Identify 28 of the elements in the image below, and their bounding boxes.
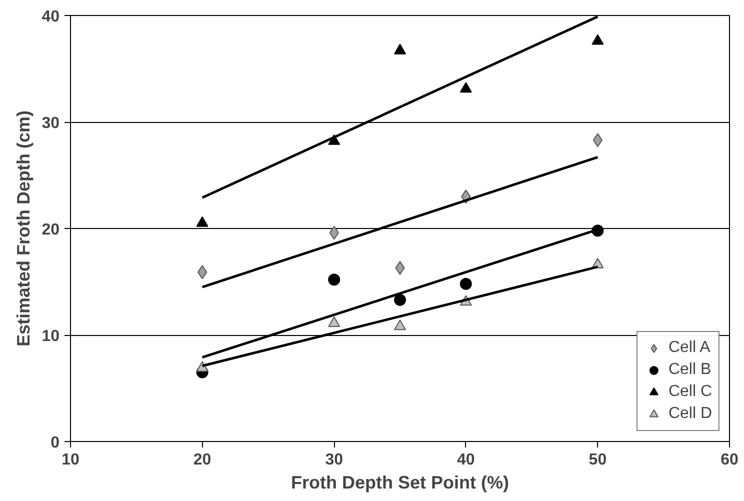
point bbox=[394, 44, 406, 54]
point bbox=[196, 216, 208, 227]
x-tick-label: 20 bbox=[193, 452, 212, 468]
y-tick-label: 10 bbox=[42, 328, 60, 345]
point bbox=[394, 320, 406, 330]
x-tick-label: 60 bbox=[720, 452, 738, 468]
x-axis-title: Froth Depth Set Point (%) bbox=[291, 472, 509, 492]
y-tick-label: 30 bbox=[42, 115, 60, 132]
x-tick-label: 50 bbox=[588, 452, 607, 468]
y-tick-label: 0 bbox=[50, 434, 60, 452]
point bbox=[592, 133, 603, 148]
point bbox=[460, 82, 472, 93]
legend-label: Cell D bbox=[668, 405, 712, 423]
point bbox=[460, 278, 472, 290]
x-tick-label: 40 bbox=[457, 452, 475, 468]
point bbox=[394, 294, 406, 306]
legend-label: Cell A bbox=[668, 339, 710, 357]
y-tick-label: 20 bbox=[42, 222, 60, 238]
point bbox=[197, 265, 208, 280]
x-tick-label: 10 bbox=[62, 452, 80, 468]
legend-label: Cell C bbox=[668, 383, 712, 401]
point bbox=[328, 274, 340, 286]
y-tick-label: 40 bbox=[42, 8, 60, 26]
y-axis-title: Estimated Froth Depth (cm) bbox=[14, 110, 34, 347]
point bbox=[592, 34, 604, 45]
x-tick-label: 30 bbox=[325, 452, 344, 468]
legend-label: Cell B bbox=[668, 361, 712, 379]
point bbox=[328, 316, 340, 327]
